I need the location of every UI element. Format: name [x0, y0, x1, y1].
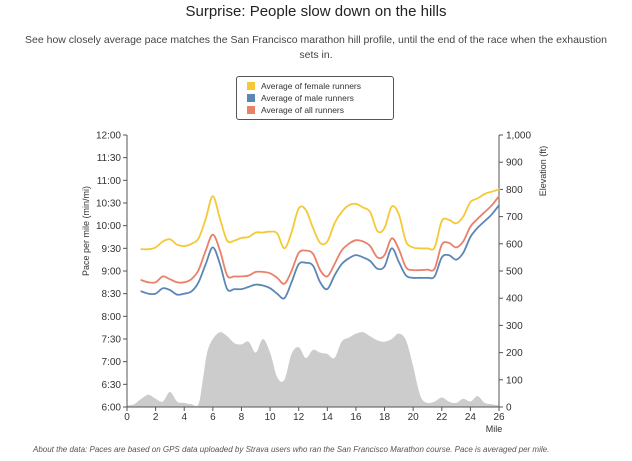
- right-tick-label: 500: [506, 267, 523, 278]
- legend-item-male: Average of male runners: [247, 93, 354, 104]
- right-tick-label: 600: [506, 239, 523, 250]
- y-axis-title-left: Pace per mile (min/mi): [81, 186, 91, 276]
- right-tick-label: 700: [506, 212, 523, 223]
- chart-title: Surprise: People slow down on the hills: [185, 3, 447, 20]
- legend-item-female: Average of female runners: [247, 81, 361, 92]
- right-tick-label: 900: [506, 158, 523, 169]
- x-tick-label: 2: [153, 412, 159, 423]
- footnote: About the data: Paces are based on GPS d…: [33, 445, 550, 454]
- left-tick-label: 6:00: [102, 403, 122, 414]
- legend-item-all: Average of all runners: [247, 105, 344, 116]
- x-tick-label: 24: [465, 412, 477, 423]
- left-tick-label: 10:30: [96, 199, 121, 210]
- series-line-female: [140, 188, 500, 251]
- x-tick-label: 22: [436, 412, 448, 423]
- right-tick-label: 400: [506, 294, 523, 305]
- legend-label-male: Average of male runners: [261, 93, 354, 103]
- x-tick-label: 18: [379, 412, 391, 423]
- x-tick-label: 16: [350, 412, 362, 423]
- series-line-male: [140, 204, 500, 300]
- chart-subtitle: See how closely average pace matches the…: [25, 34, 607, 61]
- left-tick-label: 9:00: [102, 267, 122, 278]
- right-tick-label: 800: [506, 185, 523, 196]
- legend-label-all: Average of all runners: [261, 105, 345, 115]
- left-tick-label: 11:30: [97, 153, 122, 164]
- legend-swatch-male: [247, 94, 255, 102]
- left-tick-label: 8:00: [102, 312, 122, 323]
- series-line-all: [140, 195, 500, 285]
- left-tick-label: 12:00: [96, 131, 121, 142]
- right-tick-label: 0: [506, 403, 512, 414]
- left-tick-label: 9:30: [102, 244, 122, 255]
- right-tick-label: 1,000: [506, 131, 531, 142]
- x-tick-label: 10: [265, 412, 277, 423]
- elevation-area: [127, 332, 499, 407]
- x-tick-label: 14: [322, 412, 334, 423]
- left-tick-label: 11:00: [97, 176, 122, 187]
- x-tick-label: 26: [493, 412, 505, 423]
- left-tick-label: 7:30: [102, 335, 122, 346]
- x-tick-label: 4: [181, 412, 187, 423]
- legend-swatch-all: [247, 106, 255, 114]
- right-tick-label: 200: [506, 348, 523, 359]
- legend-swatch-female: [247, 82, 255, 90]
- chart-legend: Average of female runners Average of mal…: [236, 76, 394, 120]
- legend-label-female: Average of female runners: [261, 81, 362, 91]
- left-tick-label: 7:00: [102, 357, 122, 368]
- left-tick-label: 8:30: [102, 289, 122, 300]
- x-axis-title: Mile: [486, 424, 503, 434]
- right-tick-label: 100: [506, 375, 523, 386]
- x-tick-label: 0: [124, 412, 130, 423]
- x-tick-label: 8: [239, 412, 245, 423]
- left-tick-label: 6:30: [102, 380, 122, 391]
- x-tick-label: 20: [408, 412, 420, 423]
- y-axis-title-right: Elevation (ft): [538, 146, 548, 197]
- left-tick-label: 10:00: [96, 221, 121, 232]
- right-tick-label: 300: [506, 321, 523, 332]
- x-tick-label: 6: [210, 412, 216, 423]
- x-tick-label: 12: [293, 412, 305, 423]
